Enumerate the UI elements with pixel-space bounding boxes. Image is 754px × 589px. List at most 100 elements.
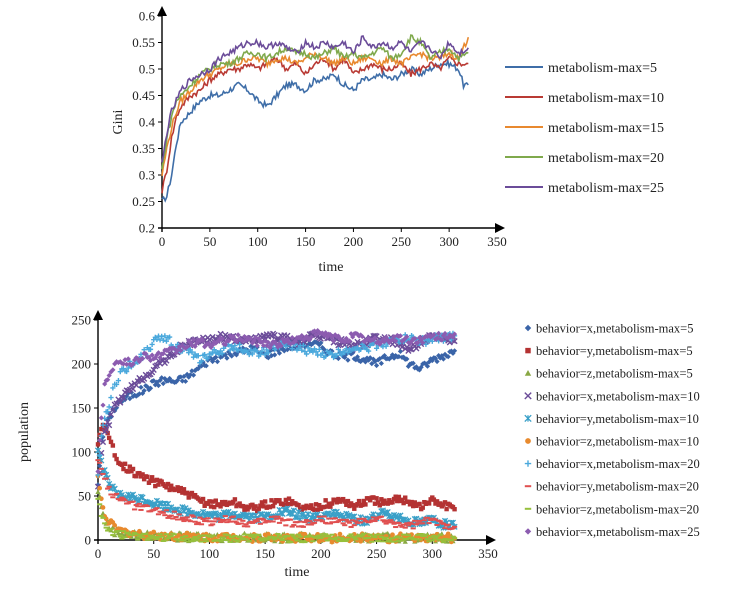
population-point	[299, 507, 304, 512]
population-point	[125, 365, 131, 371]
population-point	[95, 468, 101, 475]
population-point	[389, 352, 396, 358]
population-point	[147, 385, 154, 391]
population-point	[219, 350, 225, 357]
population-point	[175, 485, 180, 490]
population-point	[358, 346, 364, 352]
population-point	[346, 511, 353, 519]
population-legend-label-3: behavior=z,metabolism-max=5	[536, 367, 693, 381]
population-point	[230, 333, 236, 339]
population-point	[151, 356, 157, 362]
population-point	[423, 341, 429, 347]
population-point	[403, 344, 410, 351]
population-point	[259, 348, 265, 354]
population-point	[296, 502, 301, 508]
population-point	[189, 342, 195, 348]
population-y-tick-label: 250	[72, 313, 92, 328]
population-point	[442, 500, 448, 505]
population-point	[420, 340, 426, 346]
population-point	[336, 496, 341, 502]
population-point	[138, 384, 144, 390]
population-point	[179, 378, 185, 384]
population-point	[277, 498, 282, 503]
gini-x-axis-label: time	[319, 260, 344, 275]
population-point	[200, 496, 206, 502]
population-point	[195, 353, 201, 359]
population-point	[180, 490, 185, 495]
population-point	[334, 500, 339, 505]
population-point	[257, 351, 263, 358]
population-point	[295, 345, 302, 352]
gini-series-line-2	[161, 54, 469, 194]
population-point	[321, 332, 327, 338]
population-series-10	[95, 328, 458, 475]
population-point	[200, 359, 206, 365]
population-point	[106, 480, 113, 487]
population-point	[323, 353, 329, 359]
population-point	[271, 331, 278, 339]
population-point	[285, 501, 290, 507]
population-point	[315, 507, 320, 512]
population-point	[262, 351, 268, 357]
population-point	[265, 355, 271, 361]
population-point	[354, 354, 361, 360]
population-point	[350, 334, 356, 340]
population-point	[437, 355, 443, 361]
gini-y-tick-label: 0.55	[132, 35, 155, 50]
population-point	[347, 503, 352, 509]
population-legend-label-4: behavior=x,metabolism-max=10	[536, 389, 700, 403]
population-point	[225, 338, 232, 344]
population-point	[452, 506, 457, 512]
population-point	[288, 501, 293, 507]
population-x-tick-label: 300	[423, 546, 443, 561]
population-point	[223, 499, 228, 505]
population-point	[440, 356, 447, 362]
population-point	[410, 360, 416, 366]
population-point	[112, 523, 118, 528]
population-y-tick-label: 0	[85, 533, 92, 548]
population-point	[436, 330, 442, 336]
population-point	[310, 340, 316, 347]
gini-series-line-5	[161, 35, 469, 163]
population-point	[113, 381, 120, 388]
population-point	[165, 378, 171, 384]
population-point	[451, 348, 458, 354]
population-point	[222, 351, 228, 358]
population-point	[198, 336, 205, 342]
population-point	[148, 478, 153, 484]
population-point	[217, 330, 224, 337]
gini-tick-labels: 0.2 0.25 0.3 0.35 0.4 0.45 0.5 0.55 0.6 0 50 100 150…	[132, 9, 507, 250]
population-point	[117, 359, 123, 365]
population-point	[438, 501, 443, 506]
population-point	[190, 372, 197, 378]
population-point	[326, 501, 332, 507]
population-point	[242, 507, 247, 513]
population-point	[189, 368, 195, 374]
population-point	[330, 338, 337, 344]
population-point	[404, 334, 410, 340]
population-point	[318, 340, 324, 346]
population-point	[396, 354, 402, 360]
population-point	[398, 343, 406, 351]
gini-x-tick-label: 150	[296, 234, 316, 249]
population-point	[194, 340, 200, 346]
population-point	[198, 358, 205, 364]
population-point	[334, 352, 340, 358]
gini-series	[161, 34, 470, 203]
population-point	[305, 345, 311, 351]
population-point	[258, 503, 263, 508]
population-point	[149, 475, 155, 480]
population-point	[396, 494, 402, 500]
gini-y-tick-label: 0.2	[139, 221, 155, 236]
population-point	[110, 524, 116, 530]
population-legend-label-10: behavior=x,metabolism-max=25	[536, 525, 700, 539]
population-point	[434, 499, 440, 504]
population-point	[254, 349, 260, 355]
population-point	[441, 502, 446, 507]
population-x-tick-label: 150	[255, 546, 275, 561]
population-series-2	[95, 422, 457, 514]
population-point	[355, 501, 360, 507]
population-point	[407, 502, 413, 507]
population-point	[360, 502, 365, 508]
population-point	[106, 372, 112, 379]
